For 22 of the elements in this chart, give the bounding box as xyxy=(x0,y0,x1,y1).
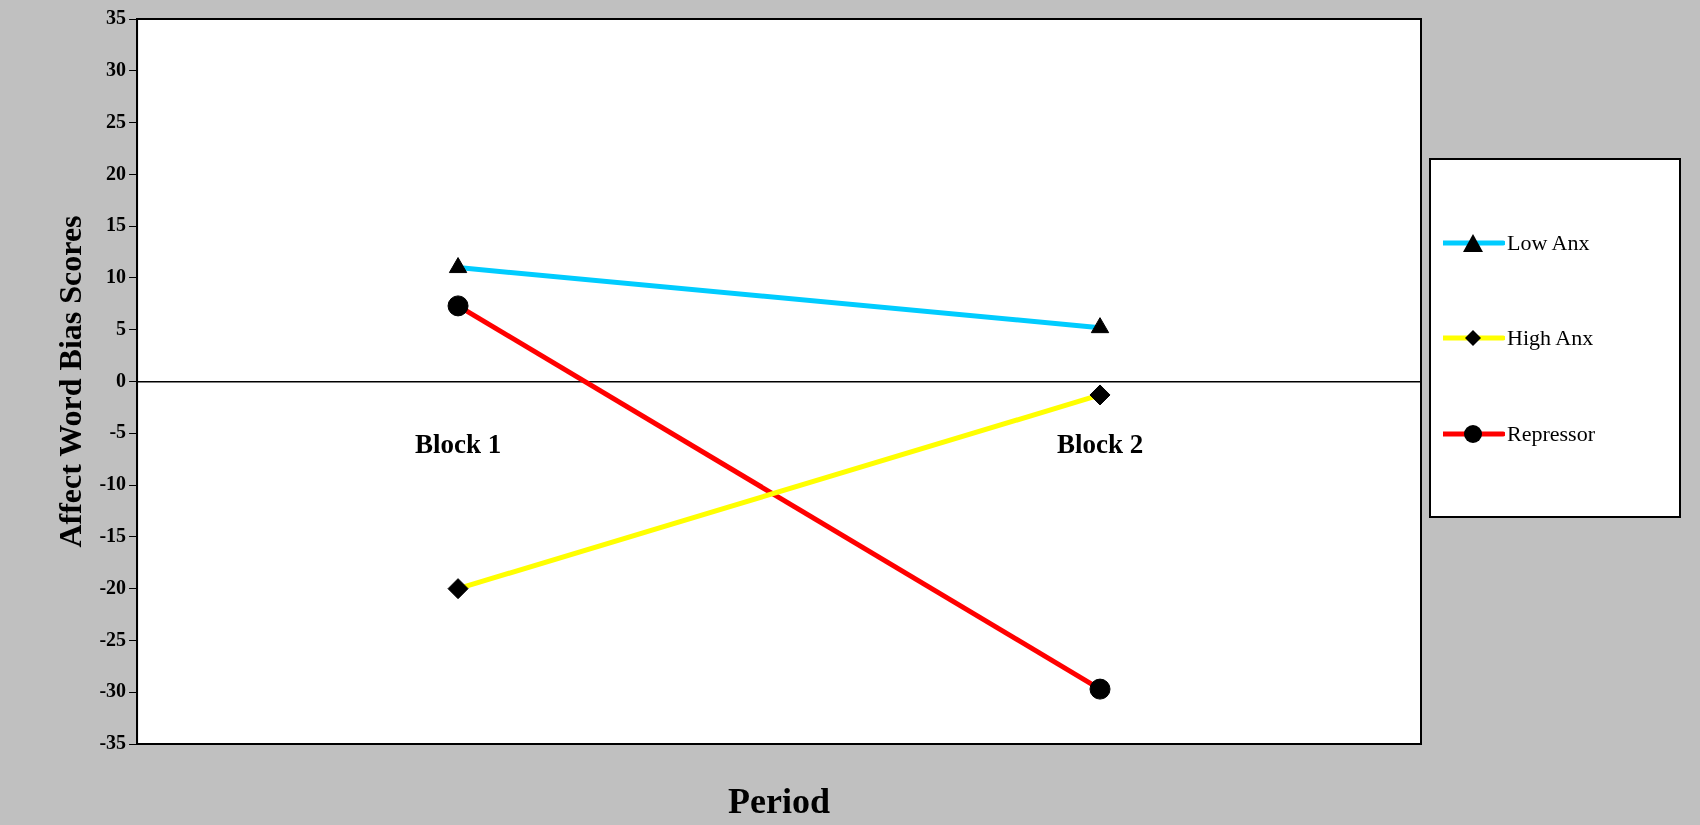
y-tick-label: -20 xyxy=(99,575,127,598)
y-axis-title: Affect Word Bias Scores xyxy=(52,215,89,548)
y-tick-label: 20 xyxy=(106,161,127,184)
y-tick-label: -5 xyxy=(109,420,127,443)
legend-label: Low Anx xyxy=(1507,229,1590,256)
y-tick-label: -35 xyxy=(99,731,127,754)
y-tick-label: 0 xyxy=(116,368,127,391)
y-tick-label: -10 xyxy=(99,472,127,495)
y-tick-label: -25 xyxy=(99,627,127,650)
x-tick-label: Block 1 xyxy=(414,428,502,459)
y-tick-label: -30 xyxy=(99,679,127,702)
y-tick-label: 10 xyxy=(106,265,127,288)
y-tick-label: 15 xyxy=(106,213,127,236)
legend-label: Repressor xyxy=(1507,420,1595,447)
legend-label: High Anx xyxy=(1507,325,1594,351)
x-axis-title: Period xyxy=(728,781,831,822)
y-tick-label: 25 xyxy=(106,109,127,132)
x-tick-label: Block 2 xyxy=(1056,428,1144,459)
y-tick-label: -15 xyxy=(99,524,127,547)
y-tick-label: 30 xyxy=(106,57,127,80)
y-tick-label: 35 xyxy=(106,6,127,29)
y-tick-label: 5 xyxy=(116,316,127,339)
